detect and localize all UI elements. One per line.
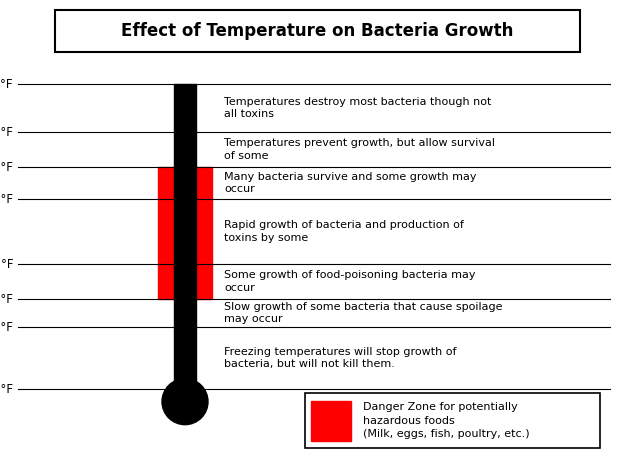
Text: Danger Zone for potentially
hazardous foods
(Milk, eggs, fish, poultry, etc.): Danger Zone for potentially hazardous fo… xyxy=(363,402,530,439)
Text: 75 °C / 165 °F: 75 °C / 165 °F xyxy=(0,125,13,138)
Text: Rapid growth of bacteria and production of
toxins by some: Rapid growth of bacteria and production … xyxy=(224,220,464,243)
Bar xyxy=(174,84,196,389)
Text: 5 °C / 40 °F: 5 °C / 40 °F xyxy=(0,292,13,306)
Text: Temperatures destroy most bacteria though not
all toxins: Temperatures destroy most bacteria thoug… xyxy=(224,97,492,119)
Text: Temperatures prevent growth, but allow survival
of some: Temperatures prevent growth, but allow s… xyxy=(224,138,495,161)
Text: Many bacteria survive and some growth may
occur: Many bacteria survive and some growth ma… xyxy=(224,172,477,194)
Circle shape xyxy=(162,379,208,424)
Bar xyxy=(158,167,212,299)
Text: 101 °C / 212 °F: 101 °C / 212 °F xyxy=(0,78,13,90)
Text: 0 °C / 32 °F: 0 °C / 32 °F xyxy=(0,321,13,334)
Text: 49 °C / 120 °F: 49 °C / 120 °F xyxy=(0,192,13,206)
Text: 60 °C / 140 °F: 60 °C / 140 °F xyxy=(0,161,13,173)
Text: Some growth of food-poisoning bacteria may
occur: Some growth of food-poisoning bacteria m… xyxy=(224,270,475,293)
Text: Slow growth of some bacteria that cause spoilage
may occur: Slow growth of some bacteria that cause … xyxy=(224,302,502,324)
Text: 16 °C / 60 °F: 16 °C / 60 °F xyxy=(0,257,13,271)
Bar xyxy=(311,400,351,440)
Text: -30 °C / -20 °F: -30 °C / -20 °F xyxy=(0,383,13,395)
Text: Effect of Temperature on Bacteria Growth: Effect of Temperature on Bacteria Growth xyxy=(121,22,514,40)
Text: Freezing temperatures will stop growth of
bacteria, but will not kill them.: Freezing temperatures will stop growth o… xyxy=(224,347,456,369)
Bar xyxy=(55,10,580,52)
Bar xyxy=(305,393,600,448)
